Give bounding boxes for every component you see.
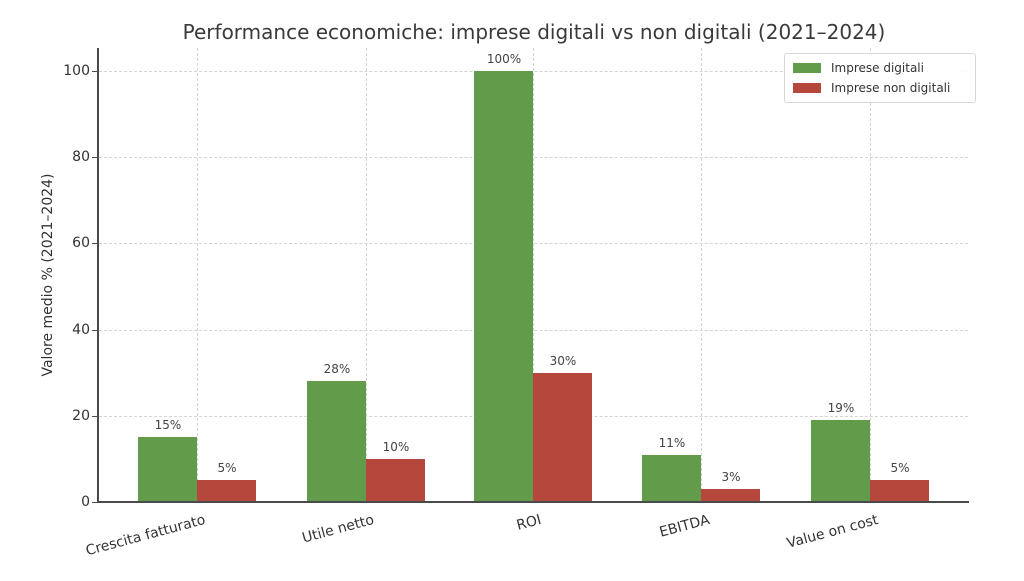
y-tickmark xyxy=(92,71,97,72)
value-label: 30% xyxy=(549,354,577,368)
bar-digitali-ebitda xyxy=(642,455,701,502)
y-tick-80: 80 xyxy=(72,149,90,165)
x-tick-value-on-cost: Value on cost xyxy=(785,512,881,552)
bar-digitali-value-on-cost xyxy=(811,420,870,502)
value-label: 5% xyxy=(890,461,910,475)
bar-non-digitali-value-on-cost xyxy=(870,480,929,502)
legend-item-digitali: Imprese digitali xyxy=(793,59,924,77)
gridline-x-3 xyxy=(701,48,702,501)
value-label: 28% xyxy=(323,362,351,376)
legend-swatch-green xyxy=(793,63,821,73)
value-label: 15% xyxy=(154,418,182,432)
x-tick-crescita-fatturato: Crescita fatturato xyxy=(84,512,208,560)
legend-item-non-digitali: Imprese non digitali xyxy=(793,79,950,97)
bar-digitali-utile-netto xyxy=(307,381,366,502)
legend-swatch-red xyxy=(793,83,821,93)
value-label: 19% xyxy=(827,401,855,415)
y-tickmark xyxy=(92,157,97,158)
bar-non-digitali-roi xyxy=(533,373,592,502)
gridline-x-0 xyxy=(197,48,198,501)
bar-digitali-crescita-fatturato xyxy=(138,437,197,502)
legend: Imprese digitali Imprese non digitali xyxy=(784,53,976,103)
y-tick-0: 0 xyxy=(81,494,90,510)
legend-label: Imprese digitali xyxy=(831,61,924,75)
x-axis-line xyxy=(97,501,969,503)
x-tick-utile-netto: Utile netto xyxy=(300,512,377,547)
y-tick-40: 40 xyxy=(72,322,90,338)
bar-non-digitali-crescita-fatturato xyxy=(197,480,256,502)
x-tick-ebitda: EBITDA xyxy=(657,512,712,541)
bar-digitali-roi xyxy=(474,71,533,502)
x-tick-roi: ROI xyxy=(514,512,544,534)
value-label: 10% xyxy=(382,440,410,454)
value-label: 11% xyxy=(658,436,686,450)
gridline-x-1 xyxy=(366,48,367,501)
y-tickmark xyxy=(92,416,97,417)
y-tickmark xyxy=(92,330,97,331)
y-tick-20: 20 xyxy=(72,408,90,424)
y-axis-line xyxy=(97,48,99,503)
gridline-x-2 xyxy=(533,48,534,501)
value-label: 100% xyxy=(486,52,522,66)
gridline-x-4 xyxy=(870,48,871,501)
y-tick-100: 100 xyxy=(63,63,90,79)
bar-non-digitali-utile-netto xyxy=(366,459,425,502)
chart-title: Performance economiche: imprese digitali… xyxy=(182,20,886,44)
y-axis-label: Valore medio % (2021–2024) xyxy=(40,173,56,377)
legend-label: Imprese non digitali xyxy=(831,81,951,95)
y-tick-60: 60 xyxy=(72,235,90,251)
value-label: 5% xyxy=(217,461,237,475)
y-tickmark xyxy=(92,502,97,503)
bar-non-digitali-ebitda xyxy=(701,489,760,502)
value-label: 3% xyxy=(721,470,741,484)
y-tickmark xyxy=(92,243,97,244)
